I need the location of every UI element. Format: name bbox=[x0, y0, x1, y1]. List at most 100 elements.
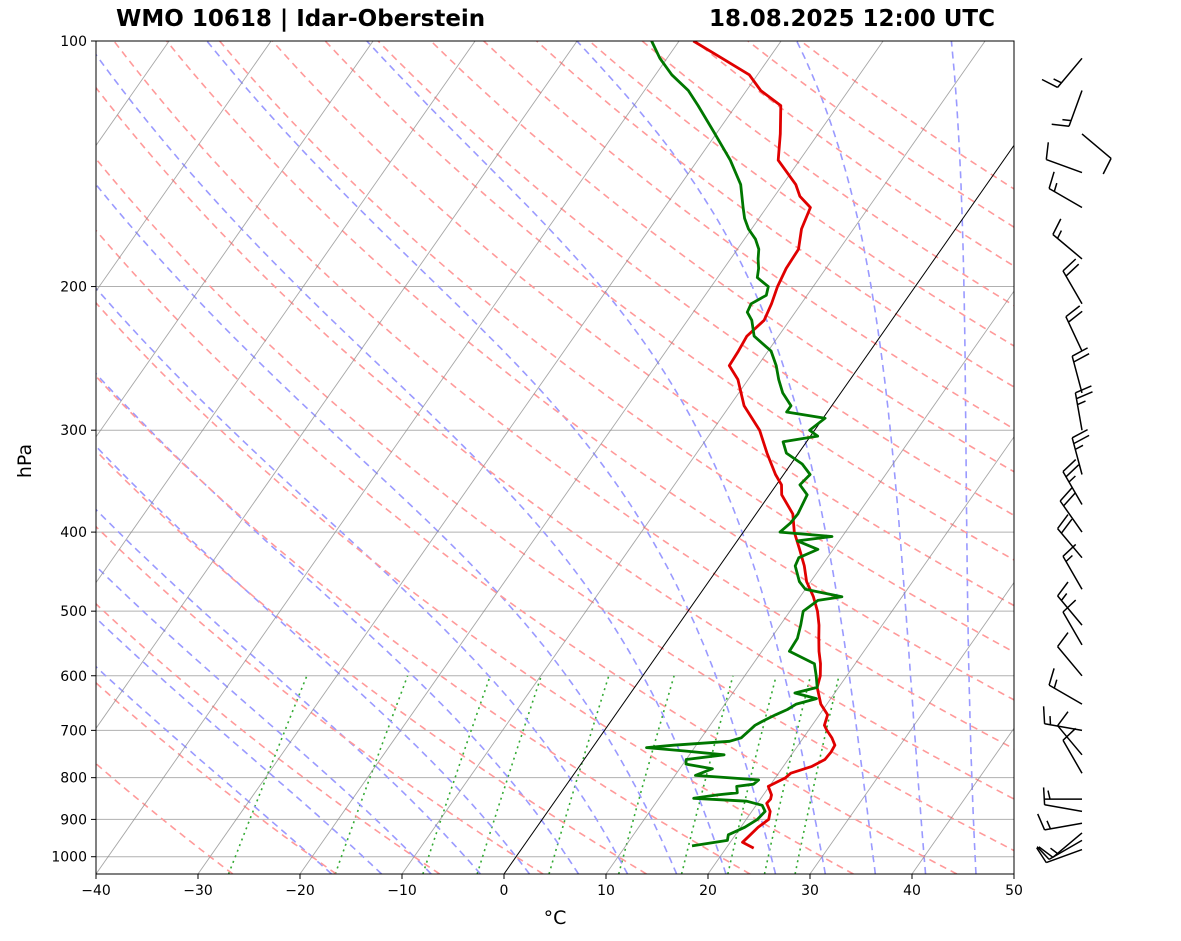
x-axis: −40 −30 −20 −10 0 10 20 30 40 50 bbox=[81, 874, 1023, 899]
wind-barb bbox=[1042, 787, 1083, 813]
wind-barb bbox=[1041, 57, 1083, 89]
y-axis-label: hPa bbox=[14, 444, 36, 478]
dry-adiabat bbox=[430, 41, 1014, 473]
dry-adiabat bbox=[747, 41, 1014, 229]
isotherm bbox=[96, 41, 680, 874]
x-tick-label: 50 bbox=[1005, 883, 1023, 899]
isotherm bbox=[96, 41, 476, 584]
plot-frame bbox=[95, 40, 1015, 875]
wind-barb bbox=[1048, 171, 1083, 209]
y-tick-label: 600 bbox=[60, 669, 87, 685]
zero-degree-isotherm bbox=[503, 144, 1014, 874]
wind-barb bbox=[1056, 581, 1083, 626]
dry-adiabat bbox=[536, 41, 1014, 388]
dry-adiabat bbox=[218, 41, 1014, 654]
moist-adiabat bbox=[795, 41, 927, 874]
moist-adiabat bbox=[96, 53, 727, 874]
moist-adiabat bbox=[96, 183, 678, 874]
chart-timestamp: 18.08.2025 12:00 UTC bbox=[709, 6, 995, 32]
wind-barb bbox=[1074, 385, 1093, 431]
x-tick-label: −20 bbox=[285, 883, 315, 899]
mixing-ratio-line bbox=[727, 675, 777, 874]
y-tick-label: 300 bbox=[60, 423, 87, 439]
y-tick-label: 200 bbox=[60, 280, 87, 296]
dry-adiabat bbox=[96, 602, 441, 874]
y-axis: 100 200 300 400 500 600 700 800 900 1000 bbox=[51, 34, 96, 866]
isotherm bbox=[707, 436, 1014, 874]
wind-barb bbox=[1059, 487, 1083, 533]
moist-adiabat bbox=[96, 565, 432, 874]
mixing-ratio-line bbox=[227, 675, 308, 874]
mixing-ratio-line bbox=[422, 675, 491, 874]
wind-barb bbox=[1071, 428, 1090, 475]
y-tick-label: 700 bbox=[60, 723, 87, 739]
mixing-ratio-line bbox=[794, 675, 840, 874]
moist-adiabat bbox=[96, 445, 531, 874]
moist-adiabat bbox=[206, 41, 777, 874]
isotherm bbox=[809, 581, 1014, 874]
dry-adiabat bbox=[96, 525, 544, 874]
y-tick-label: 800 bbox=[60, 771, 87, 787]
dry-adiabat bbox=[377, 41, 1014, 517]
dry-adiabat bbox=[324, 41, 1014, 561]
moist-adiabat bbox=[96, 617, 383, 874]
isotherm bbox=[96, 41, 578, 730]
x-axis-label: °C bbox=[544, 907, 567, 929]
dry-adiabats bbox=[96, 41, 1014, 874]
x-tick-label: 20 bbox=[699, 883, 717, 899]
moist-adiabat bbox=[366, 41, 827, 874]
y-tick-label: 1000 bbox=[51, 850, 87, 866]
moist-adiabats bbox=[96, 41, 977, 874]
mixing-ratio-line bbox=[617, 675, 675, 874]
isotherm bbox=[197, 41, 782, 874]
isotherms bbox=[96, 41, 1014, 874]
wind-barb bbox=[1038, 832, 1083, 858]
moist-adiabat bbox=[96, 665, 333, 874]
dry-adiabat bbox=[96, 157, 1014, 852]
profiles bbox=[645, 41, 844, 850]
wind-barb bbox=[1071, 347, 1090, 394]
wind-barb bbox=[1062, 459, 1083, 505]
isotherm bbox=[911, 727, 1014, 874]
wind-barb bbox=[1048, 668, 1083, 705]
isotherm bbox=[401, 41, 986, 874]
y-tick-label: 100 bbox=[60, 34, 87, 50]
moist-adiabat bbox=[96, 286, 629, 874]
wind-barb bbox=[1062, 727, 1083, 774]
isotherm bbox=[605, 290, 1014, 874]
wind-barb bbox=[1042, 706, 1083, 732]
dry-adiabat bbox=[271, 41, 1014, 607]
moist-adiabat bbox=[576, 41, 877, 874]
wind-barb bbox=[1051, 90, 1083, 127]
wind-barb bbox=[1044, 790, 1082, 800]
x-tick-label: 40 bbox=[903, 883, 921, 899]
dry-adiabat bbox=[96, 449, 647, 874]
mixing-ratio-line bbox=[476, 675, 543, 874]
wind-barbs bbox=[1036, 57, 1112, 864]
dry-adiabat bbox=[96, 86, 1014, 800]
wind-barb bbox=[1065, 305, 1083, 352]
y-tick-label: 500 bbox=[60, 604, 87, 620]
pressure-gridlines bbox=[96, 40, 1014, 858]
temperature-profile bbox=[692, 41, 837, 850]
dry-adiabat bbox=[96, 229, 958, 874]
x-tick-label: 10 bbox=[597, 883, 615, 899]
x-tick-label: −10 bbox=[387, 883, 417, 899]
x-tick-label: 0 bbox=[500, 883, 509, 899]
dry-adiabat bbox=[96, 375, 751, 874]
x-tick-label: −30 bbox=[183, 883, 213, 899]
x-tick-label: −40 bbox=[81, 883, 111, 899]
moist-adiabat bbox=[96, 508, 482, 874]
wind-barb bbox=[1062, 543, 1083, 590]
wind-barb bbox=[1062, 258, 1083, 305]
dry-adiabat bbox=[641, 41, 1014, 307]
chart-title: WMO 10618 | Idar-Oberstein bbox=[116, 6, 486, 32]
isotherm bbox=[299, 41, 884, 874]
wind-barb bbox=[1056, 514, 1083, 559]
mixing-ratio-lines bbox=[227, 675, 840, 874]
isotherm bbox=[96, 41, 374, 438]
wind-barb bbox=[1056, 711, 1083, 756]
isotherm bbox=[96, 41, 272, 292]
moist-adiabat bbox=[96, 372, 580, 874]
